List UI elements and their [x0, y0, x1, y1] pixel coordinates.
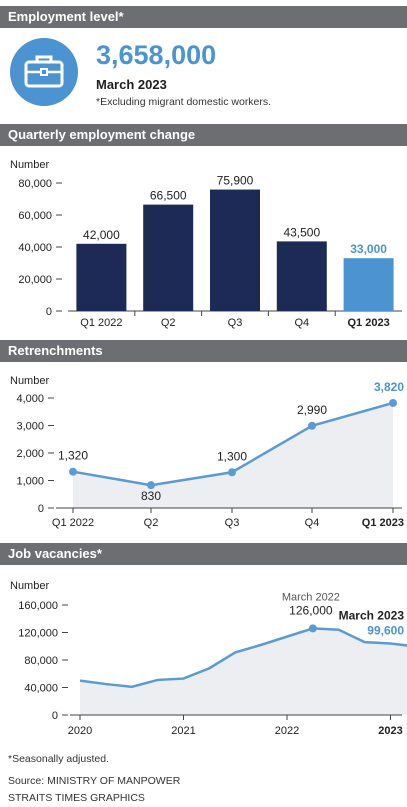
x-tick-label: Q1 2022	[80, 317, 122, 329]
x-tick-label: Q2	[144, 517, 159, 529]
data-label: 830	[141, 489, 161, 503]
footnote-seasonally-adjusted: *Seasonally adjusted.	[8, 753, 109, 765]
job-vacancies-chart: Number 160,000 120,000 80,000 40,000 0 2020 202…	[10, 580, 407, 737]
x-tick-label: 2020	[68, 725, 92, 737]
x-tick-label: Q1 2022	[52, 517, 94, 529]
bar	[343, 258, 394, 311]
y-tick-label: 0	[52, 710, 58, 722]
annotation-point	[308, 624, 317, 633]
data-point	[147, 481, 155, 490]
employment-level-note: *Excluding migrant domestic workers.	[96, 96, 272, 108]
annotation-value: 99,600	[367, 624, 404, 638]
data-label: 1,320	[58, 449, 88, 463]
y-axis-label: Number	[10, 375, 49, 387]
y-tick-label: 1,000	[16, 476, 44, 488]
bar	[143, 204, 194, 311]
x-tick-label: Q3	[225, 517, 240, 529]
annotation-value: 126,000	[289, 603, 333, 617]
y-tick-label: 120,000	[18, 628, 58, 640]
y-tick-label: 2,000	[16, 448, 44, 460]
graphics-credit: STRAITS TIMES GRAPHICS	[8, 792, 145, 804]
quarterly-employment-change-chart: Number 80,000 60,000 40,000 20,000 0 42,000 Q1 …	[10, 159, 402, 329]
y-tick-label: 0	[38, 503, 44, 515]
series-area	[80, 628, 407, 715]
bar	[76, 243, 127, 311]
y-tick-label: 20,000	[18, 274, 52, 286]
y-tick-label: 40,000	[18, 242, 52, 254]
series-line	[79, 627, 407, 689]
y-tick-label: 80,000	[24, 655, 58, 667]
y-tick-label: 4,000	[16, 393, 44, 405]
y-tick-label: 160,000	[18, 600, 58, 612]
bar-value-label: 43,500	[283, 225, 320, 239]
x-tick-label: Q4	[305, 517, 320, 529]
y-axis-label: Number	[10, 159, 49, 171]
section-header-job-vacancies: Job vacancies*	[0, 543, 407, 565]
x-tick-label: Q1 2023	[347, 317, 389, 329]
x-tick-label: 2021	[171, 725, 195, 737]
y-tick-label: 60,000	[18, 210, 52, 222]
y-tick-label: 80,000	[18, 178, 52, 190]
source-credit: Source: MINISTRY OF MANPOWER	[8, 775, 181, 787]
bar-value-label: 33,000	[350, 242, 387, 256]
annotation-label: March 2023	[339, 609, 405, 623]
data-point	[228, 468, 236, 477]
data-point	[69, 467, 77, 476]
bar	[276, 241, 327, 311]
x-tick-label: Q2	[161, 317, 176, 329]
y-tick-label: 0	[46, 306, 52, 318]
retrenchments-chart: Number 4,000 3,000 2,000 1,000 0 1,320 Q1 2022 8…	[10, 375, 404, 529]
y-tick-label: 40,000	[24, 683, 58, 695]
briefcase-icon	[10, 38, 78, 106]
x-tick-label: Q3	[228, 317, 243, 329]
x-tick-label: 2023	[378, 725, 402, 737]
bar-value-label: 75,900	[217, 174, 254, 188]
data-label: 2,990	[297, 403, 327, 417]
bar-value-label: 42,000	[83, 228, 120, 242]
section-header-retrenchments: Retrenchments	[0, 340, 407, 362]
data-point	[308, 421, 316, 430]
y-tick-label: 3,000	[16, 421, 44, 433]
y-axis-label: Number	[10, 580, 49, 592]
section-header-quarterly-change: Quarterly employment change	[0, 124, 407, 146]
data-point	[389, 398, 397, 407]
data-label: 3,820	[374, 380, 404, 394]
x-tick-label: Q1 2023	[362, 517, 404, 529]
x-tick-label: 2022	[275, 725, 299, 737]
bar	[210, 189, 260, 311]
bar-value-label: 66,500	[150, 189, 187, 203]
annotation-label: March 2022	[282, 591, 340, 603]
employment-level-value: 3,658,000	[96, 40, 217, 70]
x-tick-label: Q4	[294, 317, 309, 329]
employment-level-date: March 2023	[96, 77, 167, 92]
section-header-employment-level: Employment level*	[0, 6, 407, 28]
data-label: 1,300	[217, 449, 247, 463]
